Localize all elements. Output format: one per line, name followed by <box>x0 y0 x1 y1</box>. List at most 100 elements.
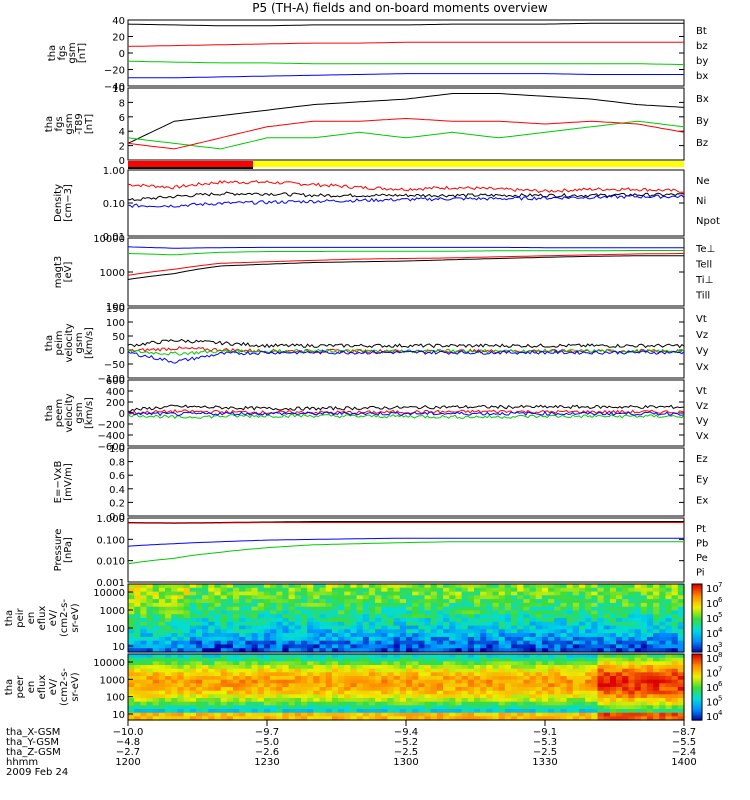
spectrogram-cell <box>183 587 191 593</box>
spectrogram-cell <box>430 690 438 695</box>
spectrogram-cell <box>671 665 679 670</box>
spectrogram-cell <box>257 610 265 615</box>
spectrogram-cell <box>548 640 555 646</box>
spectrogram-cell <box>331 606 339 612</box>
spectrogram-cell <box>443 712 450 717</box>
spectrogram-cell <box>517 661 524 666</box>
spectrogram-cell <box>646 668 654 673</box>
spectrogram-cell <box>492 584 500 589</box>
spectrogram-cell <box>603 587 611 593</box>
spectrogram-cell <box>399 668 407 673</box>
spectrogram-cell <box>189 644 197 649</box>
spectrogram-cell <box>474 672 481 677</box>
spectrogram-cell <box>455 694 463 699</box>
spectrogram-cell <box>424 690 432 695</box>
x-row-value: −5.5 <box>672 737 696 748</box>
spectrogram-cell <box>443 672 450 677</box>
spectrogram-cell <box>288 606 296 612</box>
spectrogram-cell <box>554 591 562 596</box>
spectrogram-cell <box>541 657 549 662</box>
spectrogram-cell <box>677 668 685 673</box>
spectrogram-cell <box>239 584 246 589</box>
spectrogram-cell <box>220 683 228 688</box>
spectrogram-cell <box>245 668 253 673</box>
spectrogram-cell <box>319 599 327 604</box>
spectrogram-cell <box>294 614 302 619</box>
spectrogram-cell <box>171 661 178 666</box>
spectrogram-cell <box>152 679 160 684</box>
spectrogram-cell <box>220 676 228 681</box>
spectrogram-cell <box>418 625 426 630</box>
spectrogram-cell <box>152 599 160 604</box>
colorbar-cell <box>692 592 702 595</box>
spectrogram-cell <box>301 606 308 612</box>
spectrogram-cell <box>152 625 160 630</box>
spectrogram-cell <box>294 712 302 717</box>
spectrogram-cell <box>579 716 586 721</box>
spectrogram-cell <box>677 694 685 699</box>
spectrogram-cell <box>486 595 494 600</box>
spectrogram-cell <box>480 654 487 659</box>
spectrogram-cell <box>436 584 444 589</box>
spectrogram-cell <box>591 701 599 706</box>
legend-Tell: Tell <box>695 260 712 271</box>
spectrogram-cell <box>597 676 605 681</box>
spectrogram-cell <box>294 709 302 714</box>
spectrogram-cell <box>319 602 327 608</box>
mode-bar-red <box>128 161 253 167</box>
spectrogram-cell <box>399 716 407 721</box>
spectrogram-cell <box>344 644 351 649</box>
spectrogram-cell <box>177 676 185 681</box>
spectrogram-cell <box>152 587 160 593</box>
spectrogram-cell <box>486 701 494 706</box>
spectrogram-cell <box>288 591 296 596</box>
spectrogram-cell <box>498 640 506 646</box>
spectrogram-cell <box>301 602 308 608</box>
spectrogram-cell <box>535 683 543 688</box>
spectrogram-cell <box>245 709 253 714</box>
spectrogram-cell <box>313 614 321 619</box>
spectrogram-cell <box>226 687 234 692</box>
spectrogram-cell <box>226 665 234 670</box>
spectrogram-cell <box>653 690 660 695</box>
spectrogram-cell <box>628 584 636 589</box>
spectrogram-cell <box>461 672 469 677</box>
spectrogram-cell <box>245 672 253 677</box>
spectrogram-cell <box>548 694 555 699</box>
spectrogram-cell <box>233 602 240 608</box>
spectrogram-cell <box>257 690 265 695</box>
spectrogram-cell <box>603 584 611 589</box>
spectrogram-cell <box>480 672 487 677</box>
spectrogram-cell <box>640 716 648 721</box>
spectrogram-cell <box>270 606 277 612</box>
spectrogram-cell <box>276 672 284 677</box>
spectrogram-cell <box>430 668 438 673</box>
spectrogram-cell <box>399 591 407 596</box>
spectrogram-cell <box>677 712 685 717</box>
spectrogram-cell <box>548 672 555 677</box>
spectrogram-cell <box>554 716 562 721</box>
spectrogram-cell <box>294 621 302 627</box>
spectrogram-cell <box>325 633 333 638</box>
spectrogram-cell <box>585 683 592 688</box>
spectrogram-cell <box>443 694 450 699</box>
spectrogram-cell <box>165 668 172 673</box>
spectrogram-cell <box>572 672 580 677</box>
spectrogram-cell <box>325 587 333 593</box>
spectrogram-cell <box>313 633 321 638</box>
y-tick-label: 10000 <box>93 658 125 669</box>
spectrogram-cell <box>646 614 654 619</box>
x-row-value: −4.8 <box>116 737 140 748</box>
spectrogram-cell <box>331 599 339 604</box>
spectrogram-cell <box>424 694 432 699</box>
spectrogram-cell <box>406 629 413 634</box>
spectrogram-cell <box>566 633 574 638</box>
spectrogram-cell <box>171 599 178 604</box>
spectrogram-cell <box>591 591 599 596</box>
spectrogram-cell <box>486 591 494 596</box>
spectrogram-cell <box>492 599 500 604</box>
spectrogram-cell <box>634 698 642 703</box>
spectrogram-cell <box>158 701 166 706</box>
spectrogram-cell <box>443 636 450 642</box>
